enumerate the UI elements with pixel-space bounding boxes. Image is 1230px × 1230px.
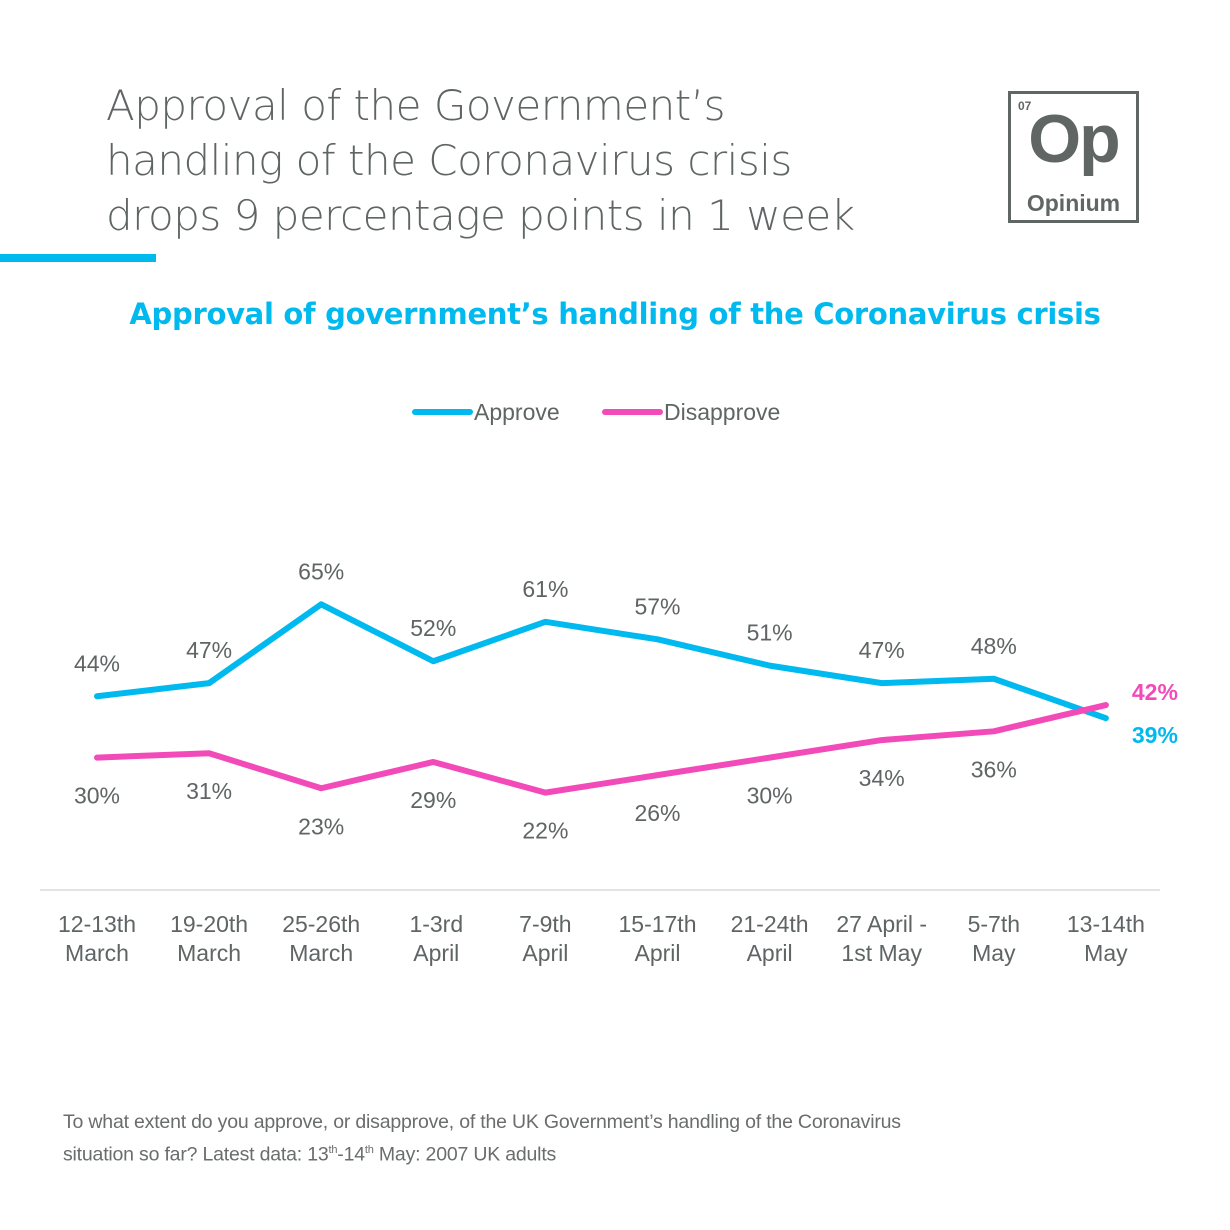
data-label-approve: 39% [1132,722,1178,748]
headline: Approval of the Government’s handling of… [106,78,986,243]
x-tick-label: 21-24th [731,911,809,937]
logo-number: 07 [1018,99,1032,113]
x-tick-label: March [289,940,353,966]
data-label-approve: 47% [186,637,232,663]
legend-label-approve: Approve [474,399,560,425]
footnote-line-2: situation so far? Latest data: 13th-14th… [63,1136,901,1169]
data-label-disapprove: 36% [971,756,1017,782]
x-tick-label: March [65,940,129,966]
accent-bar [0,254,156,262]
headline-line: drops 9 percentage points in 1 week [106,191,855,240]
opinium-logo: 07 Op Opinium [1008,91,1139,223]
x-tick-label: 25-26th [282,911,360,937]
x-tick-label: May [1084,940,1128,966]
data-label-approve: 52% [410,615,456,641]
data-label-disapprove: 29% [410,787,456,813]
x-tick-label: 27 April - [836,911,927,937]
x-tick-label: 19-20th [170,911,248,937]
logo-name: Opinium [1026,190,1121,216]
chart-title: Approval of government’s handling of the… [129,297,1101,331]
series-line-approve [94,601,1109,722]
data-label-disapprove: 23% [298,813,344,839]
legend-label-disapprove: Disapprove [664,399,780,425]
headline-line: handling of the Coronavirus crisis [106,136,792,185]
x-tick-label: 1-3rd [409,911,463,937]
x-tick-label: April [747,940,793,966]
data-label-approve: 61% [522,576,568,602]
legend: Approve Disapprove [412,399,780,425]
x-tick-label: 1st May [841,940,922,966]
x-tick-label: 13-14th [1067,911,1145,937]
x-tick-label: March [177,940,241,966]
x-tick-label: 5-7th [968,911,1020,937]
x-tick-label: April [522,940,568,966]
data-label-disapprove: 30% [747,783,793,809]
x-tick-label: May [972,940,1016,966]
logo-symbol: Op [1028,101,1120,177]
footnote-sup: th [328,1144,338,1156]
data-label-approve: 48% [971,633,1017,659]
data-label-approve: 51% [747,620,793,646]
data-label-approve: 47% [859,637,905,663]
data-label-disapprove: 30% [74,783,120,809]
footnote-text: May: 2007 UK adults [373,1143,557,1166]
data-label-approve: 65% [298,558,344,584]
footnote: To what extent do you approve, or disapp… [63,1108,901,1169]
data-label-disapprove: 42% [1132,679,1178,705]
footnote-line-1: To what extent do you approve, or disapp… [63,1111,901,1133]
data-label-disapprove: 26% [634,800,680,826]
data-label-disapprove: 34% [859,765,905,791]
footnote-sup: th [364,1144,374,1156]
x-tick-label: 12-13th [58,911,136,937]
x-tick-label: 15-17th [618,911,696,937]
data-label-approve: 44% [74,650,120,676]
data-label-disapprove: 31% [186,778,232,804]
x-tick-label: April [413,940,459,966]
footnote-text: situation so far? Latest data: 13 [63,1143,329,1166]
x-tick-label: 7-9th [519,911,571,937]
series-line-disapprove [94,702,1109,796]
x-tick-label: April [634,940,680,966]
headline-line: Approval of the Government’s [106,81,725,130]
data-label-disapprove: 22% [522,818,568,844]
data-label-approve: 57% [634,593,680,619]
footnote-text: -14 [337,1143,365,1166]
